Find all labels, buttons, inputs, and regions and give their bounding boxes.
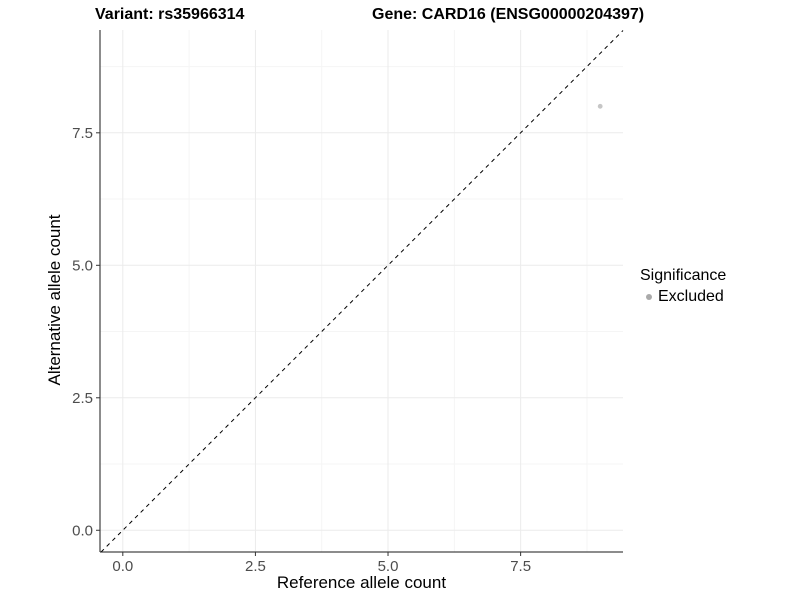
tick-label: 7.5 (72, 125, 93, 142)
tick-label: 2.5 (245, 558, 266, 575)
tick-label: 5.0 (378, 558, 399, 575)
plot-title-variant: Variant: rs35966314 (95, 6, 245, 23)
tick-label: 0.0 (112, 558, 133, 575)
legend: Significance Excluded (640, 267, 726, 306)
plot-title-gene: Gene: CARD16 (ENSG00000204397) (372, 6, 645, 23)
legend-point-icon (640, 288, 658, 306)
tick-label: 0.0 (72, 522, 93, 539)
y-axis-title: Alternative allele count (45, 214, 64, 386)
tick-label: 2.5 (72, 390, 93, 407)
legend-item-excluded: Excluded (640, 288, 726, 306)
tick-label: 5.0 (72, 257, 93, 274)
legend-title: Significance (640, 267, 727, 284)
data-point (597, 103, 603, 109)
x-axis-title: Reference allele count (276, 573, 447, 592)
legend-item-label: Excluded (658, 288, 724, 305)
tick-label: 7.5 (510, 558, 531, 575)
